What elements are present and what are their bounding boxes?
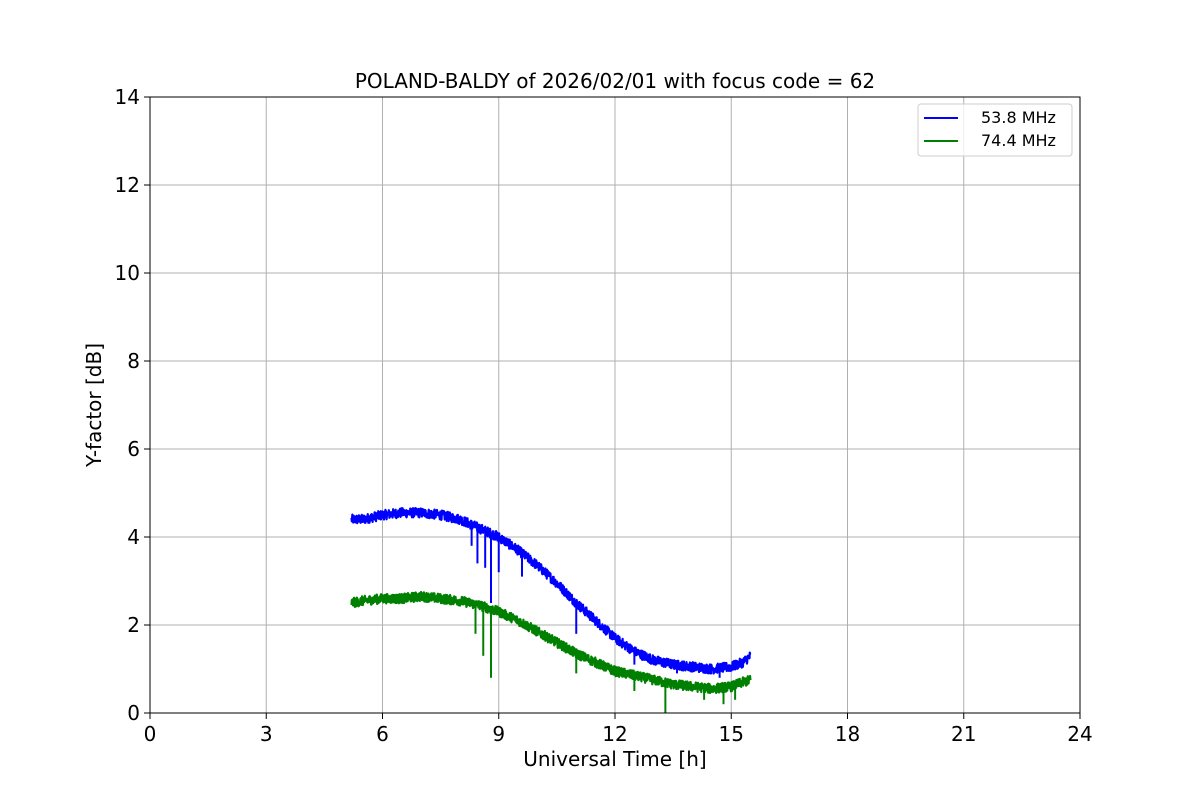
y-tick-label: 6 — [127, 437, 140, 461]
x-tick-label: 24 — [1067, 722, 1092, 746]
x-tick-label: 9 — [492, 722, 505, 746]
x-tick-label: 0 — [144, 722, 157, 746]
chart-title: POLAND-BALDY of 2026/02/01 with focus co… — [355, 69, 875, 93]
series-1 — [350, 506, 752, 678]
legend-entry: 74.4 MHz — [981, 131, 1056, 150]
y-tick-label: 10 — [115, 261, 140, 285]
y-tick-label: 14 — [115, 85, 140, 109]
y-tick-label: 4 — [127, 525, 140, 549]
y-tick-label: 8 — [127, 349, 140, 373]
x-tick-label: 6 — [376, 722, 389, 746]
x-tick-label: 18 — [835, 722, 860, 746]
x-tick-label: 12 — [602, 722, 627, 746]
x-axis-label: Universal Time [h] — [523, 747, 706, 771]
legend: 53.8 MHz 74.4 MHz — [917, 103, 1073, 157]
y-tick-label: 0 — [127, 701, 140, 725]
x-tick-label: 15 — [719, 722, 744, 746]
y-tick-label: 2 — [127, 613, 140, 637]
series-group — [350, 506, 752, 713]
series-2 — [350, 590, 752, 713]
grid — [149, 96, 1081, 714]
series-line — [350, 590, 752, 695]
plot-area — [350, 506, 752, 713]
x-tick-label: 21 — [951, 722, 976, 746]
x-tick-label: 3 — [260, 722, 273, 746]
legend-entry: 53.8 MHz — [981, 108, 1056, 127]
y-axis-label: Y-factor [dB] — [82, 343, 106, 468]
y-tick-label: 12 — [115, 173, 140, 197]
series-line — [350, 506, 752, 675]
